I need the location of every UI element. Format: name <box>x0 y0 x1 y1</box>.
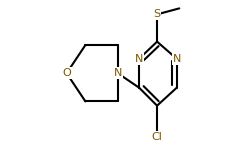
Text: N: N <box>172 54 180 64</box>
Text: S: S <box>153 9 160 19</box>
Text: N: N <box>113 68 122 78</box>
Text: Cl: Cl <box>151 132 162 142</box>
Text: N: N <box>134 54 143 64</box>
Text: O: O <box>62 68 71 78</box>
